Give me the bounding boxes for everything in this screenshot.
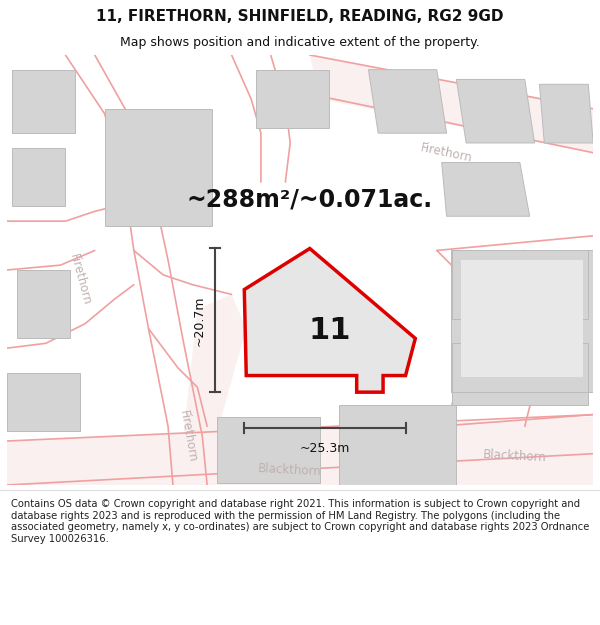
Polygon shape bbox=[310, 55, 593, 152]
Text: Firethorn: Firethorn bbox=[67, 253, 93, 307]
Polygon shape bbox=[7, 372, 80, 431]
Text: Blackthorn: Blackthorn bbox=[258, 462, 322, 479]
Polygon shape bbox=[442, 162, 530, 216]
Polygon shape bbox=[452, 251, 588, 319]
Polygon shape bbox=[168, 294, 246, 485]
Polygon shape bbox=[539, 84, 593, 143]
Polygon shape bbox=[452, 343, 588, 405]
Text: Map shows position and indicative extent of the property.: Map shows position and indicative extent… bbox=[120, 36, 480, 49]
Text: Blackthorn: Blackthorn bbox=[483, 448, 547, 464]
Polygon shape bbox=[339, 405, 457, 485]
Text: Firethorn: Firethorn bbox=[176, 409, 199, 463]
Polygon shape bbox=[461, 260, 583, 378]
Text: ~288m²/~0.071ac.: ~288m²/~0.071ac. bbox=[187, 188, 433, 212]
Polygon shape bbox=[12, 69, 75, 133]
Polygon shape bbox=[104, 109, 212, 226]
Polygon shape bbox=[217, 417, 320, 483]
Text: 11, FIRETHORN, SHINFIELD, READING, RG2 9GD: 11, FIRETHORN, SHINFIELD, READING, RG2 9… bbox=[96, 9, 504, 24]
Text: 11: 11 bbox=[308, 316, 350, 345]
Polygon shape bbox=[12, 148, 65, 206]
Polygon shape bbox=[7, 417, 593, 485]
Polygon shape bbox=[368, 69, 446, 133]
Text: ~25.3m: ~25.3m bbox=[300, 442, 350, 455]
Polygon shape bbox=[451, 251, 593, 392]
Polygon shape bbox=[17, 270, 70, 338]
Text: ~20.7m: ~20.7m bbox=[192, 295, 205, 346]
Text: Contains OS data © Crown copyright and database right 2021. This information is : Contains OS data © Crown copyright and d… bbox=[11, 499, 589, 544]
Polygon shape bbox=[256, 69, 329, 128]
Polygon shape bbox=[244, 249, 415, 392]
Polygon shape bbox=[457, 79, 535, 143]
Text: Firethorn: Firethorn bbox=[419, 141, 474, 164]
